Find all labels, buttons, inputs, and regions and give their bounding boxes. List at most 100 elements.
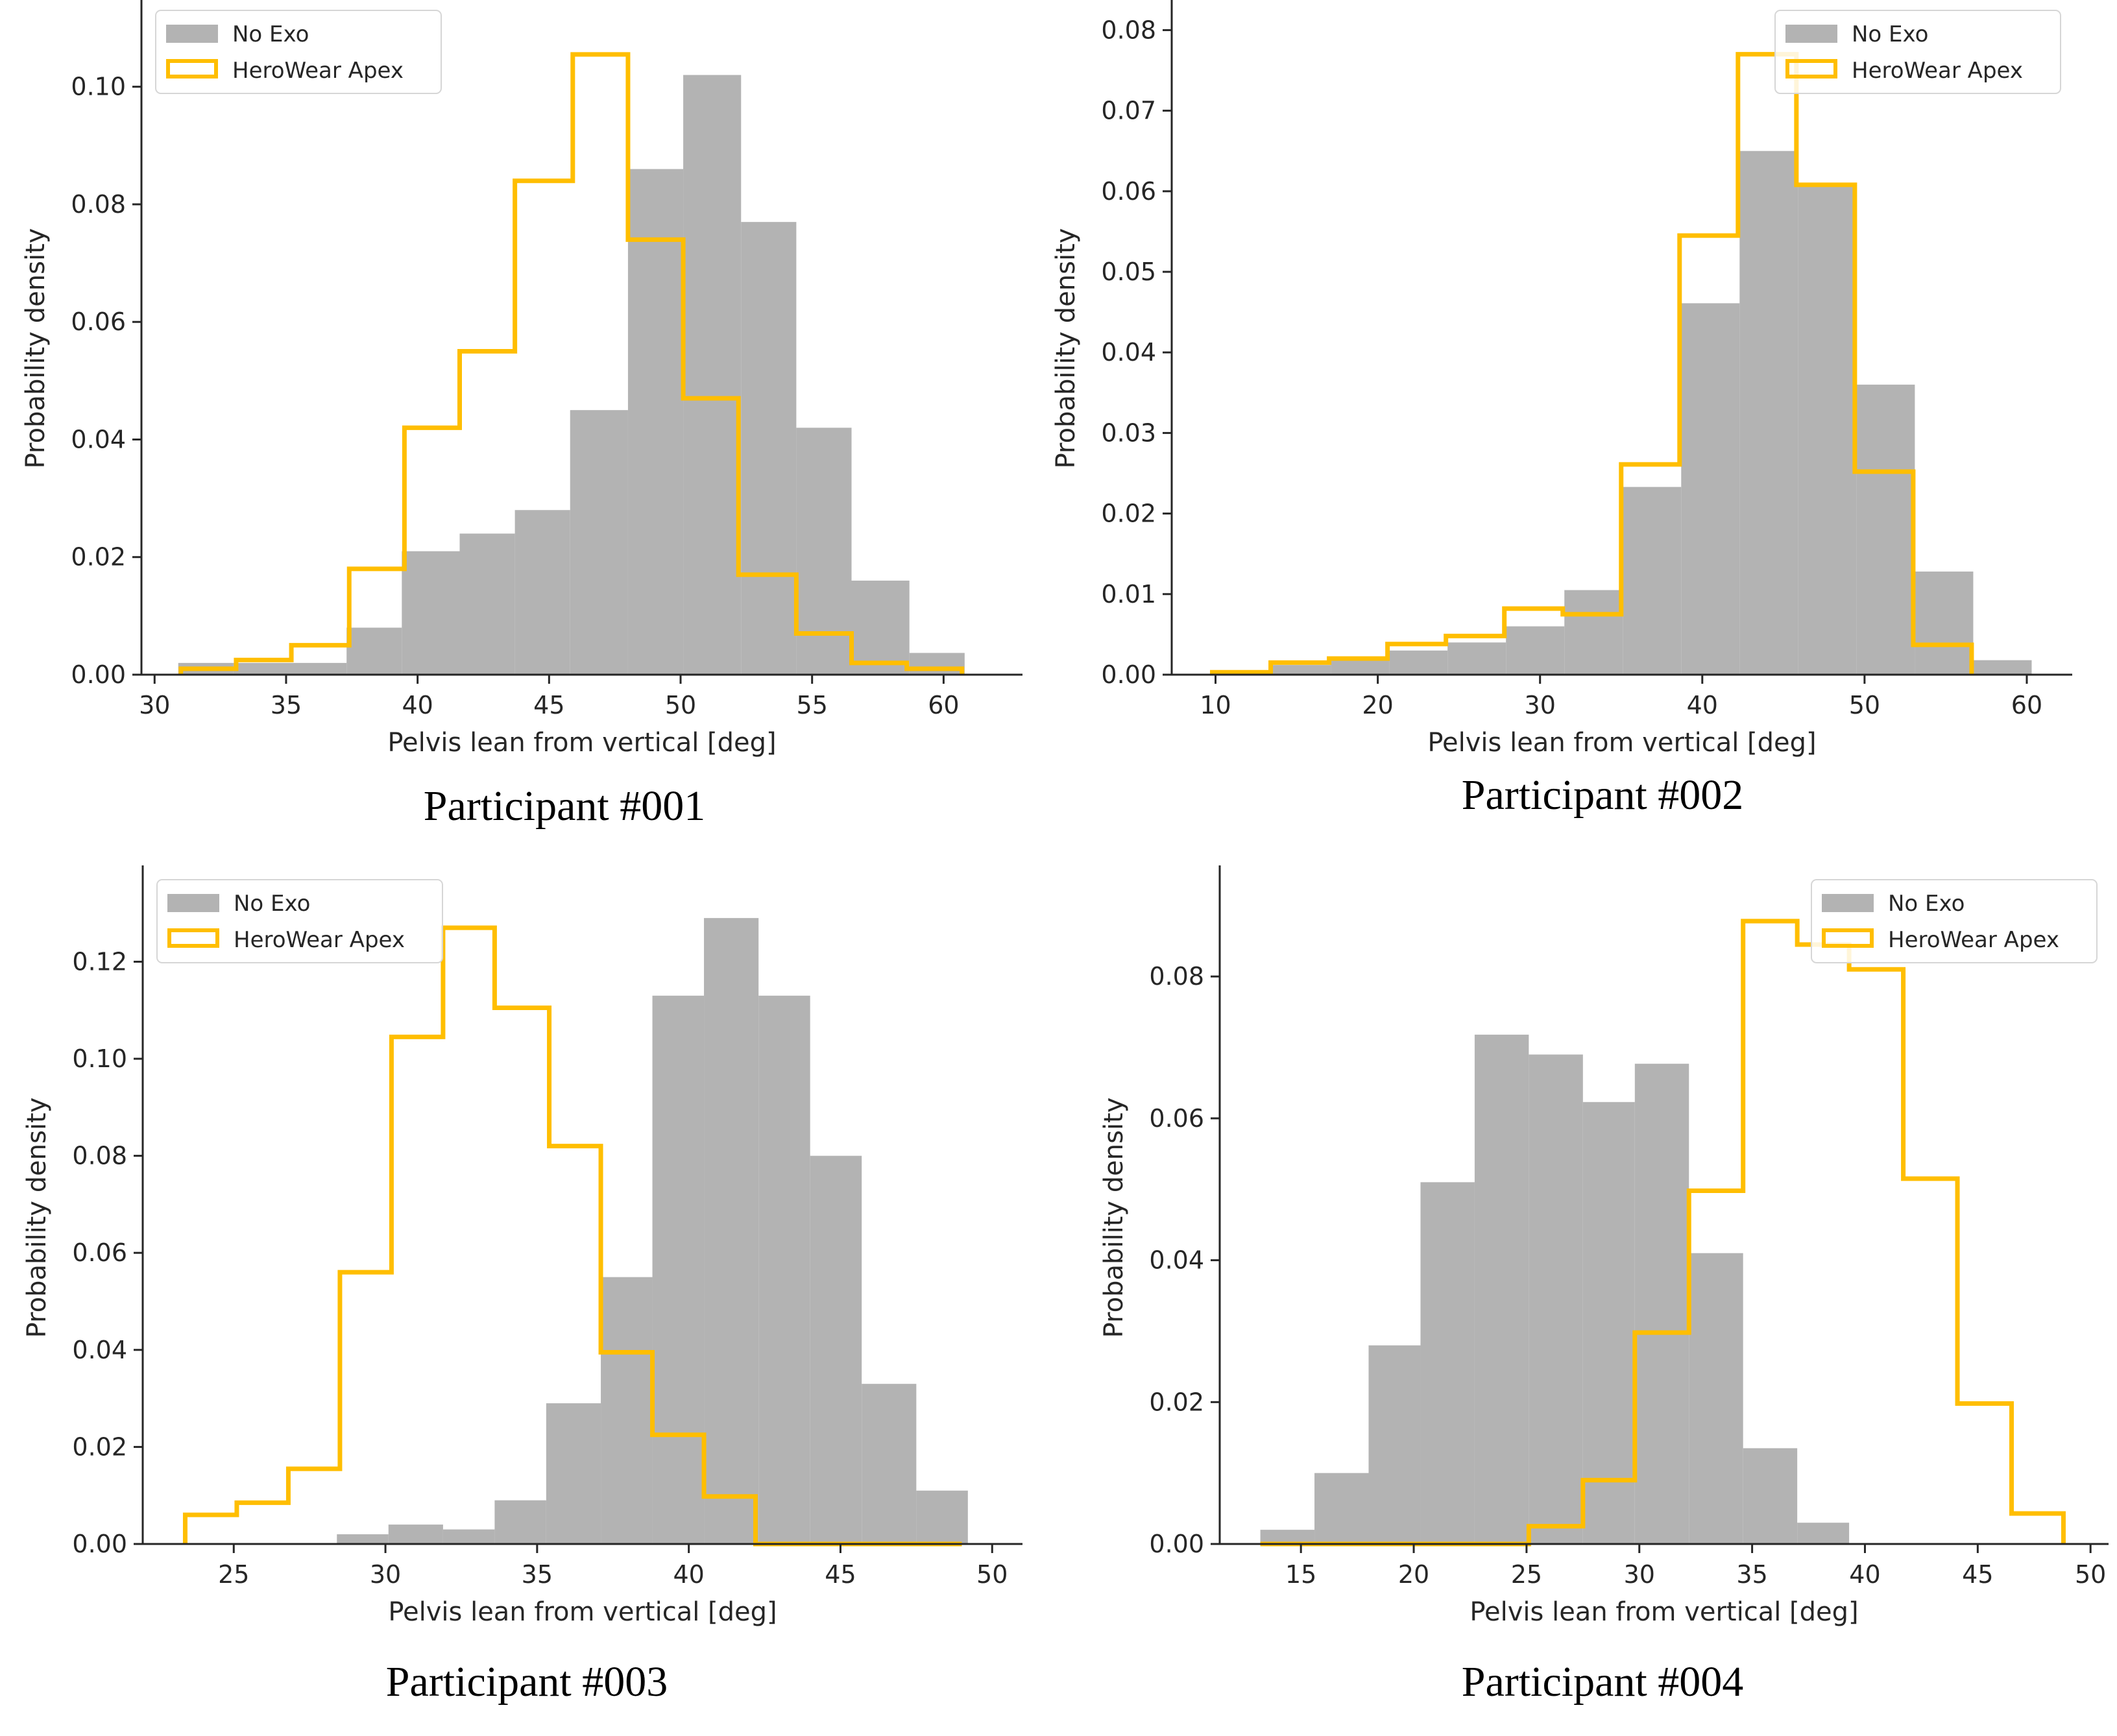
no-exo-bar: [1797, 1523, 1850, 1544]
histogram-004: 15 20 25 30 35 40 45 50 0.00 0.02 0.04 0.06 0.08 Pelv…: [1099, 865, 2109, 1627]
x-tick-label: 25: [1511, 1560, 1542, 1589]
no-exo-bar: [909, 653, 965, 675]
no-exo-bar: [1447, 642, 1506, 675]
y-tick-label: 0.04: [72, 1336, 127, 1364]
x-tick-label: 20: [1362, 691, 1393, 719]
legend-box: [156, 879, 443, 963]
no-exo-bar: [546, 1403, 601, 1544]
histogram-001: 30 35 40 45 50 55 60 0.00 0.02 0.04 0.06 0.08 0.10 Pe…: [21, 0, 1022, 758]
y-axis-label: Probability density: [21, 228, 51, 469]
no-exo-bar: [1314, 1473, 1369, 1544]
herowear-apex-step-line: [178, 52, 965, 675]
no-exo-bar: [346, 627, 402, 675]
no-exo-bar: [459, 533, 515, 675]
legend-swatch-no-exo: [1785, 25, 1837, 43]
x-tick-label: 50: [665, 691, 696, 719]
x-tick-label: 50: [976, 1560, 1008, 1589]
x-tick-label: 40: [1687, 691, 1718, 719]
y-tick-label: 0.06: [71, 307, 126, 336]
legend-swatch-no-exo: [167, 894, 219, 912]
x-tick-label: 30: [370, 1560, 401, 1589]
no-exo-bar: [1564, 590, 1623, 675]
legend-label-no-exo: No Exo: [1852, 21, 1928, 47]
chart-panel-003: 25 30 35 40 45 50 0.00 0.02 0.04 0.06 0.08 0.10 0.12…: [0, 865, 1058, 1736]
no-exo-bar: [683, 75, 742, 675]
no-exo-bars: [178, 75, 965, 675]
legend: No Exo HeroWear Apex: [1774, 10, 2061, 94]
x-tick-label: 35: [1736, 1560, 1767, 1589]
no-exo-bar: [233, 662, 289, 675]
y-axis-label: Probability density: [1051, 228, 1081, 469]
caption-participant-002: Participant #002: [1461, 771, 1744, 819]
no-exo-bar: [796, 428, 852, 675]
no-exo-bar: [758, 995, 810, 1544]
x-tick-label: 50: [2075, 1560, 2106, 1589]
no-exo-bar: [741, 222, 797, 675]
y-tick-label: 0.02: [71, 543, 126, 572]
no-exo-bar: [570, 410, 628, 675]
no-exo-bars: [1214, 151, 2032, 675]
chart-panel-001: 30 35 40 45 50 55 60 0.00 0.02 0.04 0.06 0.08 0.10 Pe…: [0, 0, 1058, 843]
y-tick-label: 0.05: [1101, 258, 1156, 286]
legend-swatch-herowear: [1785, 59, 1837, 78]
x-tick-label: 10: [1200, 691, 1231, 719]
legend-swatch-herowear: [1822, 928, 1874, 948]
caption-participant-001: Participant #001: [423, 782, 706, 830]
x-tick-label: 45: [1962, 1560, 1993, 1589]
y-tick-label: 0.08: [1101, 16, 1156, 44]
x-tick-label: 55: [797, 691, 828, 719]
no-exo-bar: [627, 169, 684, 675]
legend-box: [1811, 879, 2098, 963]
x-tick-label: 40: [402, 691, 433, 719]
no-exo-bar: [1915, 572, 1974, 675]
y-tick-label: 0.08: [1149, 962, 1204, 991]
no-exo-bar: [1743, 1448, 1798, 1544]
y-tick-label: 0.08: [72, 1142, 127, 1170]
no-exo-bar: [916, 1490, 968, 1544]
x-tick-label: 60: [928, 691, 959, 719]
legend-label-no-exo: No Exo: [234, 891, 310, 917]
no-exo-bar: [1798, 183, 1857, 675]
x-axis-label: Pelvis lean from vertical [deg]: [1470, 1597, 1858, 1627]
histogram-003: 25 30 35 40 45 50 0.00 0.02 0.04 0.06 0.08 0.10 0.12…: [22, 865, 1022, 1627]
legend-label-no-exo: No Exo: [1888, 891, 1965, 917]
y-tick-label: 0.04: [1101, 338, 1156, 367]
no-exo-bar: [1272, 665, 1331, 675]
x-tick-label: 15: [1285, 1560, 1316, 1589]
legend-label-no-exo: No Exo: [232, 21, 309, 47]
no-exo-bar: [1260, 1530, 1315, 1544]
y-tick-label: 0.08: [71, 190, 126, 219]
legend: No Exo HeroWear Apex: [1811, 879, 2098, 963]
no-exo-bar: [494, 1500, 546, 1544]
y-tick-label: 0.04: [1149, 1246, 1204, 1275]
legend-swatch-herowear: [166, 59, 218, 78]
no-exo-bar: [652, 995, 705, 1544]
y-tick-label: 0.00: [71, 660, 126, 689]
no-exo-bar: [601, 1277, 653, 1544]
y-axis-label: Probability density: [22, 1098, 52, 1338]
axes: 30 35 40 45 50 55 60 0.00 0.02 0.04 0.06 0.08 0.10: [71, 0, 1022, 719]
x-tick-label: 60: [2011, 691, 2042, 719]
y-tick-label: 0.02: [1101, 500, 1156, 528]
no-exo-bar: [704, 918, 759, 1544]
x-axis-label: Pelvis lean from vertical [deg]: [387, 728, 776, 758]
legend-swatch-herowear: [167, 928, 219, 948]
no-exo-bar: [1856, 384, 1915, 675]
y-tick-label: 0.12: [72, 947, 127, 976]
x-tick-label: 30: [139, 691, 170, 719]
x-tick-label: 20: [1398, 1560, 1429, 1589]
y-tick-label: 0.10: [71, 73, 126, 101]
no-exo-bars: [1260, 1034, 1850, 1544]
x-tick-label: 35: [522, 1560, 553, 1589]
x-axis-label: Pelvis lean from vertical [deg]: [388, 1597, 777, 1627]
y-tick-label: 0.00: [72, 1530, 127, 1558]
no-exo-bar: [851, 580, 910, 675]
chart-panel-002: 10 20 30 40 50 60 0.00 0.01 0.02 0.03 0.04 0.05 0.06…: [1051, 0, 2117, 843]
no-exo-bar: [1973, 660, 2032, 675]
caption-participant-004: Participant #004: [1461, 1658, 1744, 1706]
legend: No Exo HeroWear Apex: [156, 879, 443, 963]
legend-box: [1774, 10, 2061, 94]
no-exo-bars: [337, 918, 968, 1544]
no-exo-bar: [514, 510, 570, 675]
x-tick-label: 40: [673, 1560, 704, 1589]
